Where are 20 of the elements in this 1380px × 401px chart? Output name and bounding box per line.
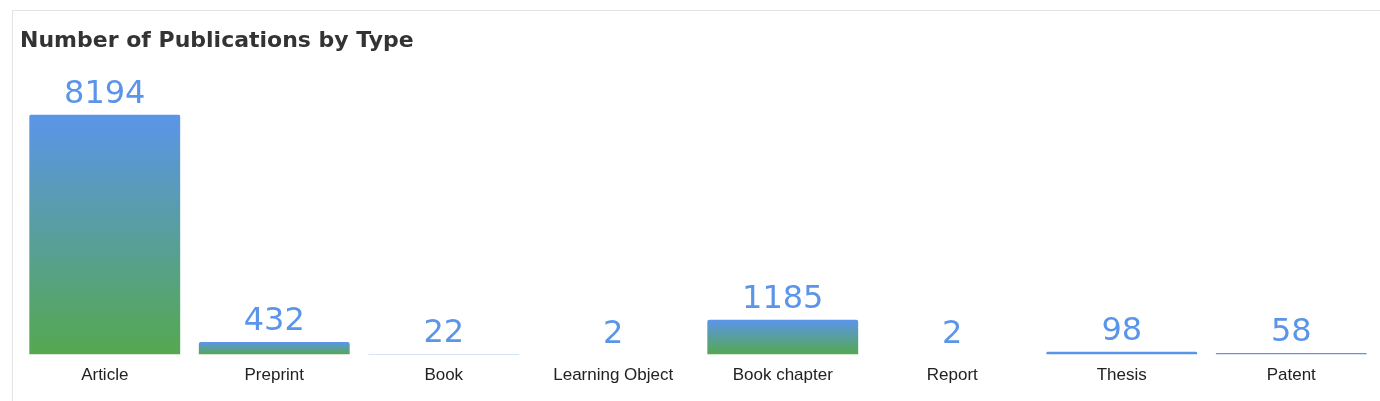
data-label: 22 (423, 312, 465, 351)
x-tick-label: Report (926, 365, 979, 385)
data-label: 432 (243, 300, 305, 339)
chart-title: Number of Publications by Type (20, 26, 414, 52)
data-label: 1185 (742, 278, 824, 317)
data-label: 8194 (64, 72, 146, 111)
x-tick-label: Thesis (1096, 365, 1147, 385)
x-tick-label: Article (81, 365, 129, 385)
bar (29, 114, 181, 355)
data-label: 98 (1101, 310, 1143, 349)
x-tick-label: Learning Object (553, 365, 674, 385)
bar (198, 341, 350, 355)
x-tick-label: Book chapter (732, 365, 834, 385)
data-label: 2 (942, 312, 963, 351)
data-label: 58 (1270, 311, 1312, 350)
x-tick-label: Preprint (244, 365, 305, 385)
bar (707, 319, 859, 355)
data-label: 2 (603, 312, 624, 351)
x-tick-label: Patent (1266, 365, 1317, 385)
x-tick-label: Book (424, 365, 464, 385)
